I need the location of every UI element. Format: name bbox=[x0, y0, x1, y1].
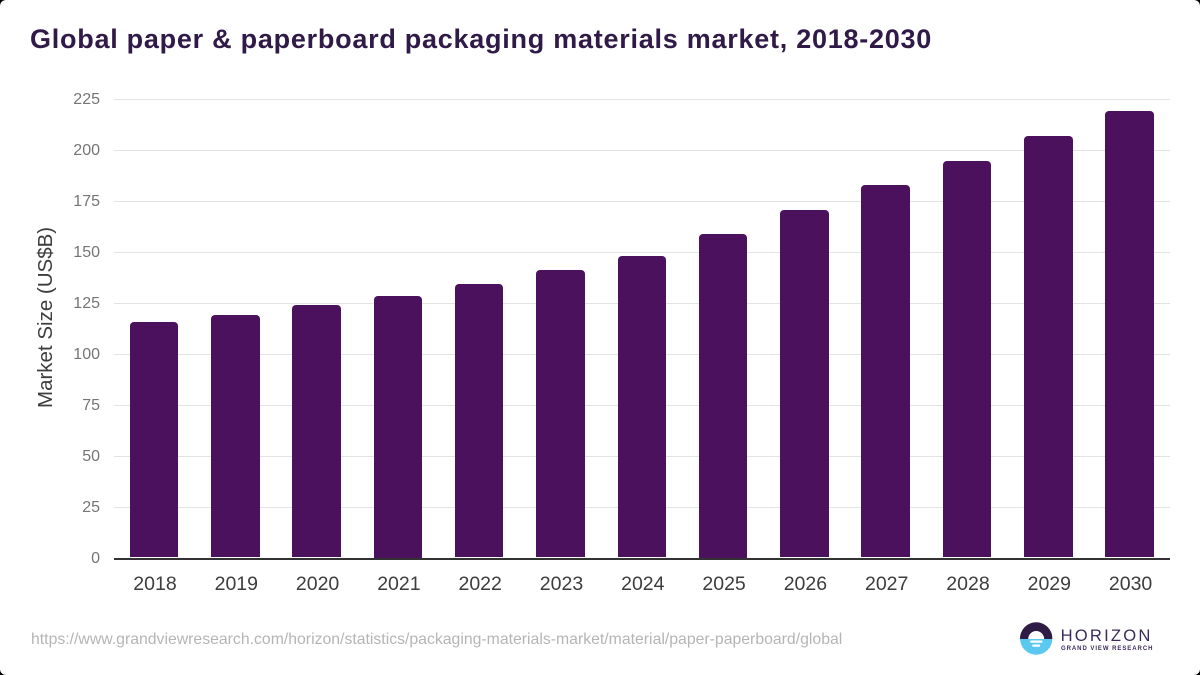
svg-text:GRAND VIEW RESEARCH: GRAND VIEW RESEARCH bbox=[1061, 646, 1153, 652]
svg-text:HORIZON: HORIZON bbox=[1061, 626, 1153, 645]
